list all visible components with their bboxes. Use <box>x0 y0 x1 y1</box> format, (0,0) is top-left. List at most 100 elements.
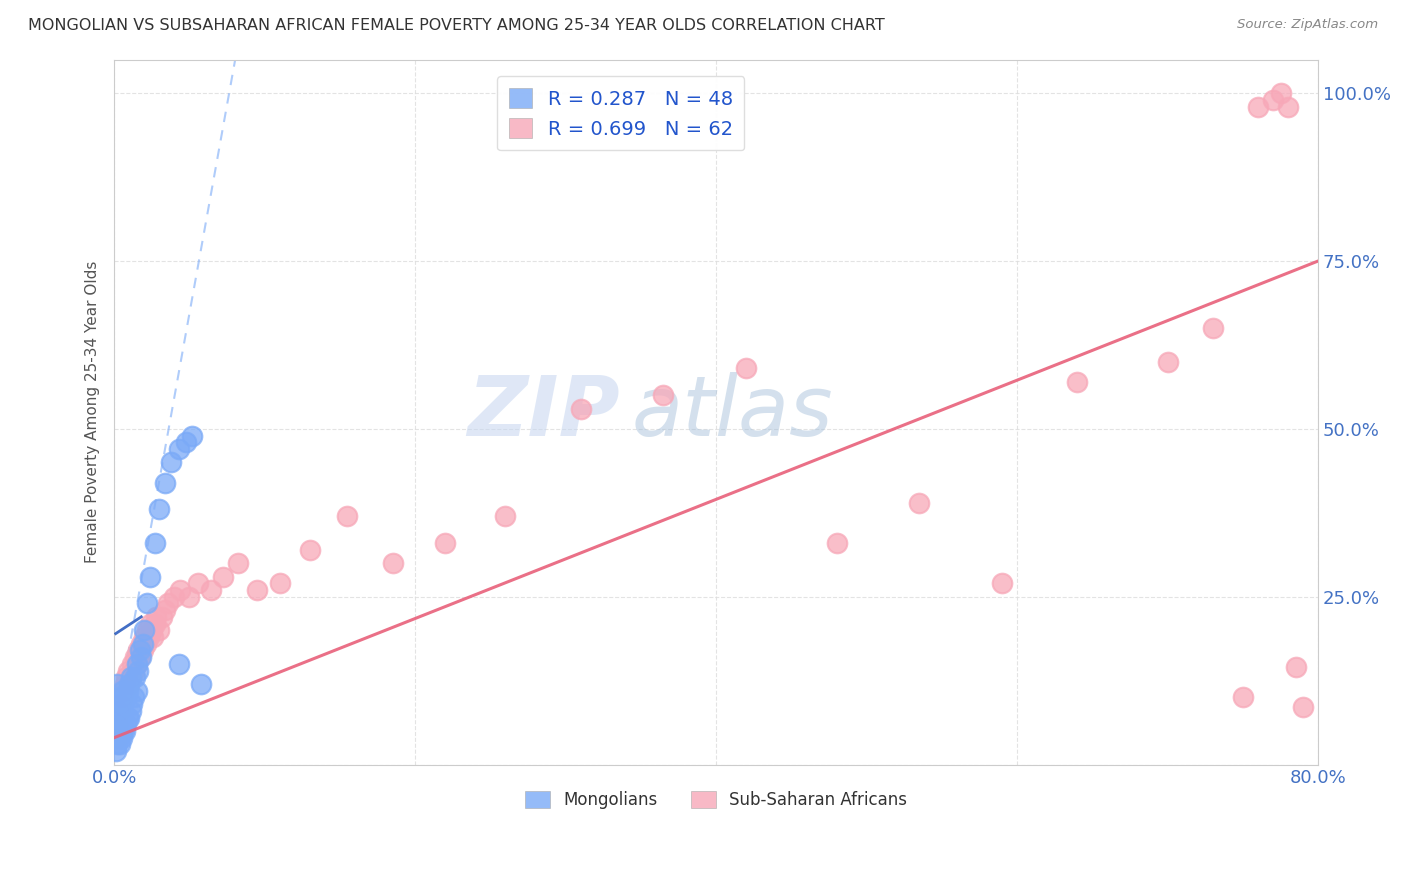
Point <box>163 590 186 604</box>
Point <box>129 637 152 651</box>
Point <box>122 664 145 678</box>
Point <box>114 690 136 705</box>
Point <box>105 697 128 711</box>
Legend: Mongolians, Sub-Saharan Africans: Mongolians, Sub-Saharan Africans <box>519 785 914 816</box>
Point <box>112 683 135 698</box>
Point <box>125 657 148 671</box>
Point <box>125 657 148 671</box>
Point <box>1292 700 1315 714</box>
Point <box>120 670 142 684</box>
Point <box>111 731 134 745</box>
Point <box>115 690 138 705</box>
Point <box>127 643 149 657</box>
Point <box>226 556 249 570</box>
Point <box>569 401 592 416</box>
Point <box>105 717 128 731</box>
Point <box>134 624 156 638</box>
Point <box>155 603 177 617</box>
Point <box>108 737 131 751</box>
Point <box>121 697 143 711</box>
Point <box>117 710 139 724</box>
Point <box>129 650 152 665</box>
Point <box>1270 86 1292 100</box>
Point <box>1247 100 1270 114</box>
Point <box>136 596 159 610</box>
Point <box>495 509 517 524</box>
Point <box>143 616 166 631</box>
Point <box>148 624 170 638</box>
Point <box>176 435 198 450</box>
Point <box>150 609 173 624</box>
Point <box>1284 660 1306 674</box>
Text: Source: ZipAtlas.com: Source: ZipAtlas.com <box>1237 18 1378 31</box>
Point <box>1202 321 1225 335</box>
Point <box>148 502 170 516</box>
Point <box>117 683 139 698</box>
Point <box>112 697 135 711</box>
Point <box>120 704 142 718</box>
Point <box>181 428 204 442</box>
Point <box>142 630 165 644</box>
Point <box>134 630 156 644</box>
Point <box>104 744 127 758</box>
Point <box>145 609 167 624</box>
Point <box>143 536 166 550</box>
Y-axis label: Female Poverty Among 25-34 Year Olds: Female Poverty Among 25-34 Year Olds <box>86 260 100 563</box>
Point <box>141 624 163 638</box>
Point <box>735 361 758 376</box>
Point <box>118 677 141 691</box>
Point <box>117 664 139 678</box>
Point <box>1156 354 1178 368</box>
Point <box>112 723 135 738</box>
Point <box>336 509 359 524</box>
Text: ZIP: ZIP <box>467 372 620 452</box>
Point <box>107 704 129 718</box>
Point <box>160 455 183 469</box>
Point <box>167 442 190 456</box>
Point <box>107 731 129 745</box>
Point <box>118 710 141 724</box>
Point <box>115 670 138 684</box>
Point <box>155 475 177 490</box>
Point <box>1277 100 1299 114</box>
Point <box>122 690 145 705</box>
Point <box>139 569 162 583</box>
Point <box>128 650 150 665</box>
Point <box>125 683 148 698</box>
Point <box>127 664 149 678</box>
Point <box>114 723 136 738</box>
Point <box>138 630 160 644</box>
Point <box>104 731 127 745</box>
Point <box>434 536 457 550</box>
Point <box>115 717 138 731</box>
Point <box>108 704 131 718</box>
Point <box>128 643 150 657</box>
Point <box>991 576 1014 591</box>
Point <box>118 677 141 691</box>
Point <box>298 542 321 557</box>
Point <box>107 710 129 724</box>
Point <box>105 677 128 691</box>
Point <box>120 670 142 684</box>
Point <box>1232 690 1254 705</box>
Point <box>135 637 157 651</box>
Point <box>132 643 155 657</box>
Point <box>200 582 222 597</box>
Point <box>187 576 209 591</box>
Point <box>132 637 155 651</box>
Point <box>111 690 134 705</box>
Point <box>105 737 128 751</box>
Point <box>269 576 291 591</box>
Point <box>179 590 201 604</box>
Point <box>908 496 931 510</box>
Point <box>211 569 233 583</box>
Point <box>167 657 190 671</box>
Point <box>169 582 191 597</box>
Point <box>652 388 675 402</box>
Point <box>111 683 134 698</box>
Point <box>114 677 136 691</box>
Point <box>157 596 180 610</box>
Point <box>1066 375 1088 389</box>
Point <box>104 704 127 718</box>
Point <box>121 657 143 671</box>
